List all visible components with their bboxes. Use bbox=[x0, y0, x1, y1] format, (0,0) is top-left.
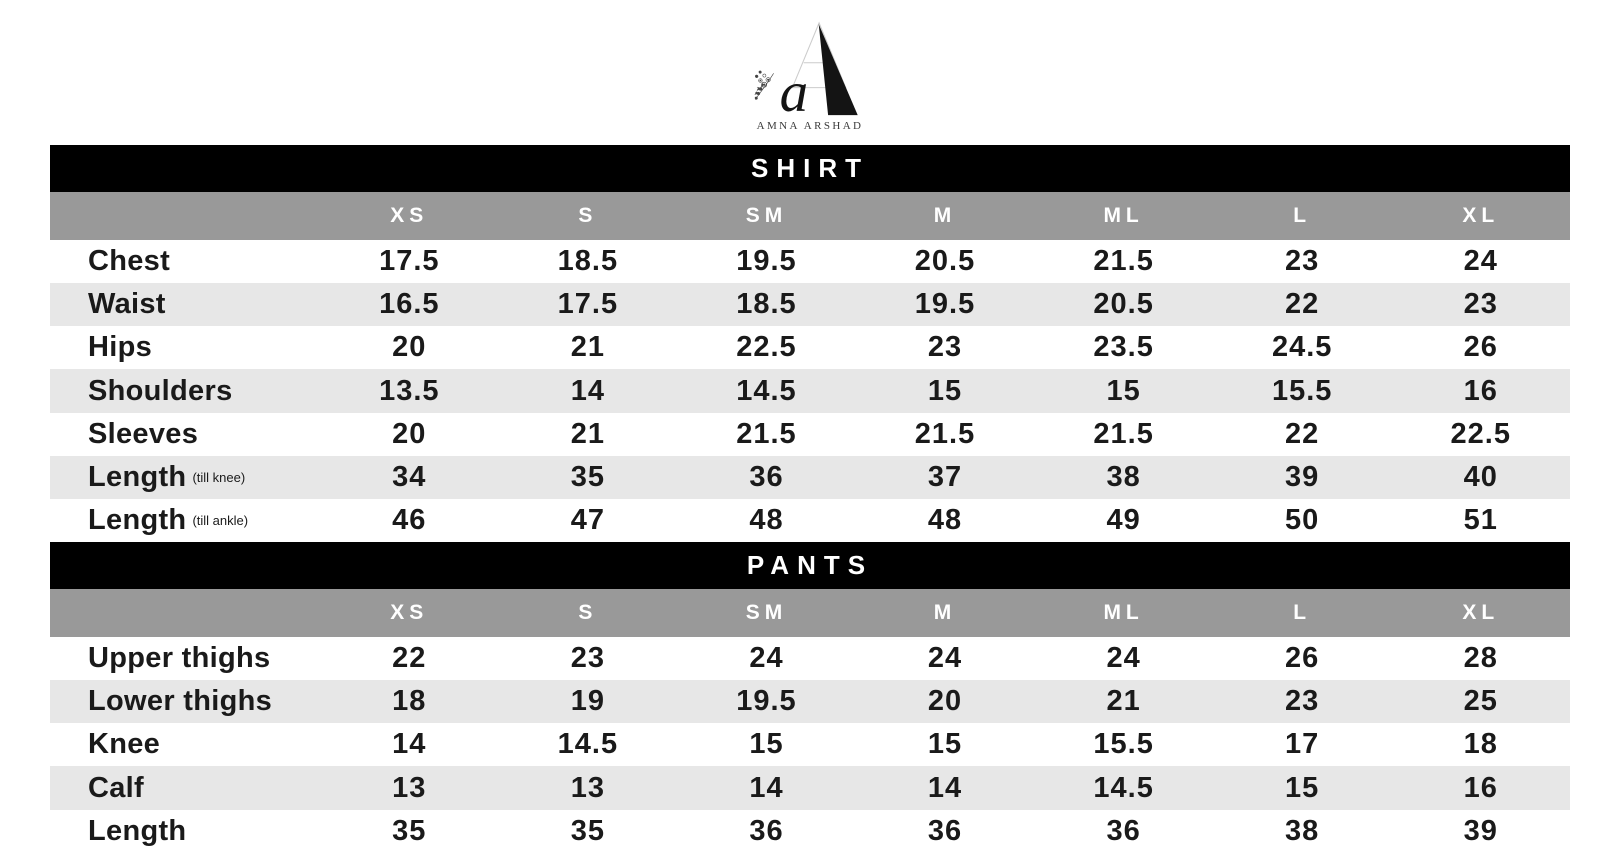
svg-text:a: a bbox=[779, 61, 808, 124]
